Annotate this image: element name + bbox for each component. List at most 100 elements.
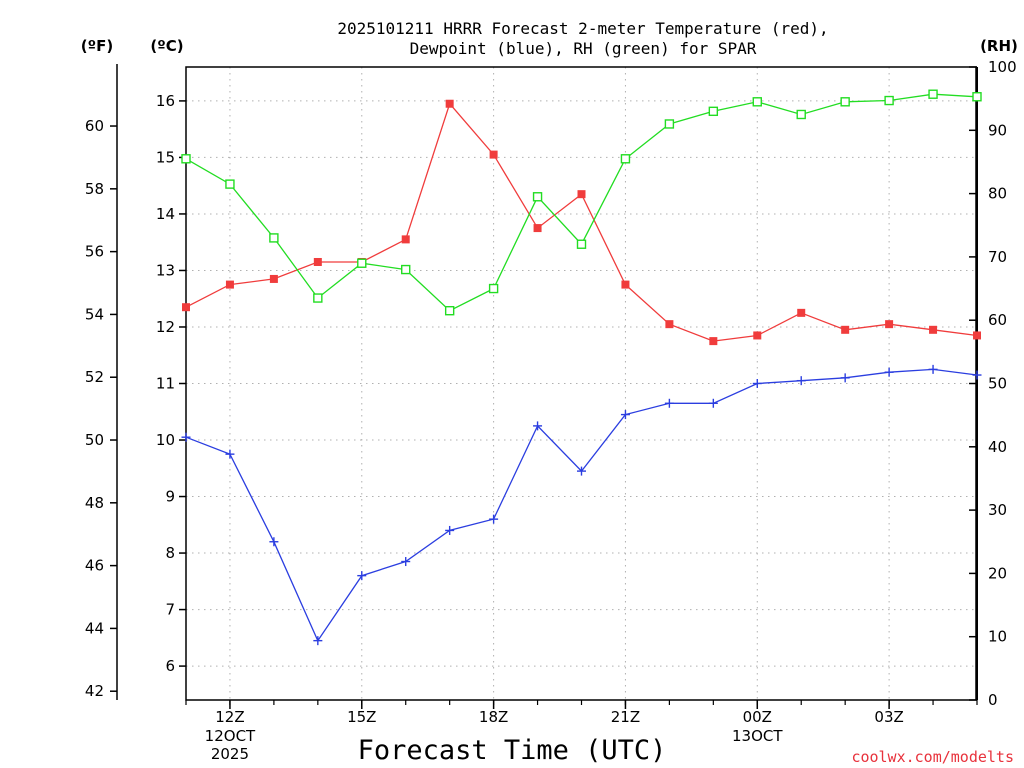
celsius-tick-label: 10 [156,431,175,449]
fahrenheit-tick-label: 44 [85,619,104,637]
temperature-point [445,99,454,108]
temperature-point [929,325,938,334]
rh-point [928,89,938,99]
celsius-tick-label: 11 [156,375,175,393]
x-tick-label: 00Z [743,708,772,726]
rh-tick-label: 30 [988,501,1007,519]
dewpoint-point [884,367,894,377]
rh-point [444,306,455,316]
unit-label-fahrenheit: (ºF) [81,37,113,55]
rh-point [181,154,191,164]
celsius-tick-label: 7 [165,601,175,619]
x-tick-label: 03Z [874,708,903,726]
rh-point [664,119,675,129]
fahrenheit-tick-label: 52 [85,368,104,386]
rh-point [576,239,587,249]
dewpoint-point [225,449,235,459]
fahrenheit-tick-label: 48 [85,494,104,512]
dewpoint-point [269,537,279,547]
series-layer [181,89,982,646]
rh-point [532,192,543,202]
fahrenheit-tick-label: 50 [85,431,104,449]
dewpoint-point [664,398,674,408]
celsius-tick-label: 14 [156,205,175,223]
rh-point [357,258,367,268]
credit-label: coolwx.com/modelts [851,748,1014,766]
rh-tick-label: 100 [988,58,1017,76]
x-date-label: 12OCT [205,727,256,745]
rh-point [313,293,323,303]
fahrenheit-tick-label: 58 [85,180,104,198]
celsius-tick-label: 12 [156,318,175,336]
rh-point [488,283,499,294]
temperature-point [577,190,586,199]
temperature-point [973,331,981,340]
temperature-line [185,102,978,342]
temperature-point [533,224,542,233]
temperature-point [621,280,630,289]
temperature-point [709,337,718,346]
rh-tick-label: 0 [988,691,998,709]
temperature-point [182,303,190,312]
rh-point [225,179,235,189]
fahrenheit-tick-label: 56 [85,243,104,261]
dewpoint-point [181,432,191,442]
dewpoint-point [840,373,850,383]
unit-label-celsius: (ºC) [150,37,183,55]
rh-tick-label: 20 [988,564,1007,582]
dewpoint-point [928,364,938,374]
rh-point [884,95,894,106]
rh-tick-label: 70 [988,248,1007,266]
x-axis-title: Forecast Time (UTC) [358,735,667,766]
celsius-tick-label: 6 [165,657,175,675]
dewpoint-point [533,421,543,431]
dewpoint-point [313,636,323,646]
rh-tick-label: 60 [988,311,1007,329]
x-tick-label: 12Z [215,708,244,726]
temperature-point [225,280,234,289]
rh-tick-label: 90 [988,121,1007,139]
fahrenheit-tick-label: 60 [85,117,104,135]
temperature-point [885,320,894,329]
dewpoint-point [357,571,367,581]
temperature-point [313,257,322,266]
fahrenheit-axis: 42 44 46 48 50 52 54 56 58 60 [85,64,118,700]
rh-point [401,264,411,275]
temperature-point [797,308,806,317]
celsius-tick-label: 9 [165,488,175,506]
rh-point [796,109,806,120]
temperature-point [269,274,278,283]
rh-tick-label: 10 [988,628,1007,646]
rh-point [972,92,982,102]
x-tick-label: 18Z [479,708,508,726]
dewpoint-point [445,525,455,535]
rh-point [708,106,719,117]
dewpoint-line [185,368,978,643]
fahrenheit-tick-label: 42 [85,682,104,700]
temperature-point [401,235,410,244]
dewpoint-point [708,398,718,408]
temperature-point [753,331,762,340]
dewpoint-point [401,557,411,567]
x-date-label: 13OCT [732,727,783,745]
rh-tick-label: 80 [988,185,1007,203]
unit-label-rh: (RH) [980,37,1018,55]
rh-point [620,154,631,164]
dewpoint-point [577,466,586,476]
x-tick-label: 21Z [611,708,640,726]
plot-grid [186,67,977,700]
dewpoint-point [972,370,982,380]
fahrenheit-tick-label: 54 [85,305,104,323]
rh-tick-label: 50 [988,375,1007,393]
celsius-tick-label: 16 [156,92,175,110]
celsius-tick-label: 8 [165,544,175,562]
rh-line [185,93,978,312]
dewpoint-point [752,379,762,388]
celsius-axis: 6 7 8 9 10 11 12 13 14 15 16 [156,92,186,675]
rh-point [840,97,850,107]
dewpoint-point [620,410,630,420]
celsius-tick-label: 15 [156,148,175,166]
chart-title-line-2: Dewpoint (blue), RH (green) for SPAR [410,39,757,58]
dewpoint-point [796,376,806,386]
